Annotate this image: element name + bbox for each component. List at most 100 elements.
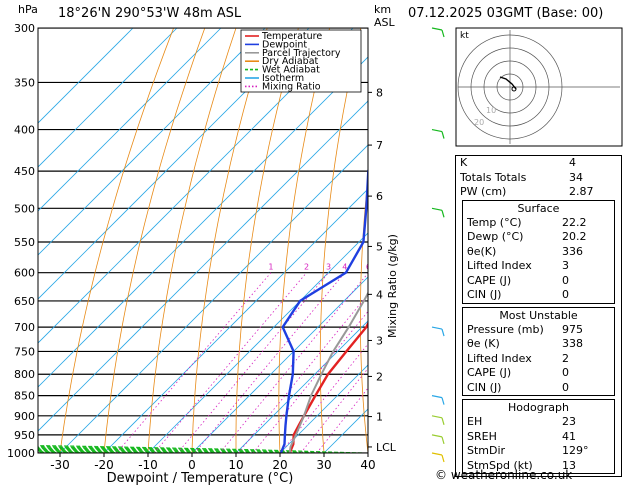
wet-adiabat-line [38,448,263,453]
mixing-ratio-line [237,293,368,453]
isotherm-line [38,28,310,300]
most-unstable-row: CAPE (J) 0 [463,366,614,381]
dry-adiabat-line [191,28,268,453]
x-tick-label: 10 [228,458,243,472]
most-unstable-label: CAPE (J) [467,366,512,379]
surface-label: Lifted Index [467,259,532,272]
wet-adiabat-line [38,448,245,453]
surface-row: Lifted Index 3 [463,259,614,274]
wind-barbs [431,27,445,463]
dry-adiabat-line [147,28,237,453]
most-unstable-value: 0 [562,366,569,379]
hodograph-section: Hodograph EH 23 SREH 41 StmDir 129° StmSpd (kt… [462,399,615,474]
index-row: Totals Totals 34 [456,171,621,186]
hodograph-row: EH 23 [463,415,614,430]
surface-label: Temp (°C) [467,215,522,229]
wind-barb [441,454,445,463]
hodograph-row: StmDir 129° [463,444,614,459]
wet-adiabat-line [38,445,351,453]
dry-adiabat-line [59,28,174,453]
dry-adiabat-line [278,28,330,453]
surface-row: θe(K) 336 [463,245,614,260]
mixing-ratio-line [153,272,307,453]
wind-barb [431,415,443,419]
pressure-tick-label: 400 [14,124,35,137]
index-value: 2.87 [569,185,594,198]
km-tick-label: 4 [376,288,383,301]
most-unstable-row: θe (K) 338 [463,337,614,352]
pressure-tick-label: 500 [14,202,35,215]
wind-barb [441,210,445,218]
surface-label: CIN (J) [467,288,502,301]
most-unstable-value: 2 [562,351,569,365]
wind-barb [431,207,443,211]
hodograph-kt-label: kt [460,31,469,41]
isotherm-line [38,100,368,432]
surface-row: CIN (J) 0 [463,288,614,303]
hodograph-row: SREH 41 [463,430,614,445]
surface-row: Dewp (°C) 20.2 [463,230,614,245]
isotherm-line [38,28,266,256]
index-label: Totals Totals [460,170,527,184]
location-header: 18°26'N 290°53'W 48m ASL [58,6,242,21]
x-tick-label: 40 [360,458,375,472]
wind-barb [441,29,445,38]
dry-adiabat-line [235,28,299,453]
km-label: km [374,3,392,16]
wind-barb [441,397,445,405]
km-tick-label: LCL [376,441,397,454]
legend-box [240,29,362,93]
wind-barb [431,326,443,330]
mixing-ratio-label: 15 [421,263,431,272]
mixing-ratio-line [219,272,368,453]
legend-entry: Wet Adiabat [262,65,320,76]
hodograph-label: SREH [467,429,497,443]
legend-entry: Dewpoint [262,39,307,50]
legend-entry: Isotherm [262,73,304,84]
dry-adiabat-line [437,28,456,453]
km-tick-label: 6 [376,190,383,203]
wet-adiabat-line [38,446,333,453]
isotherm-line [38,56,368,388]
series-temperature [288,320,368,453]
wind-barb [441,131,445,139]
wind-barb [431,434,443,438]
x-tick-label: 20 [272,458,287,472]
isotherm-line [38,28,222,212]
series-dewpoint [279,167,368,453]
km-tick-label: 7 [376,139,383,152]
x-tick-label: 30 [316,458,331,472]
mixing-ratio-line [252,310,368,453]
most-unstable-title: Most Unstable [499,308,578,322]
isotherm-line [59,144,368,453]
most-unstable-value: 0 [562,380,569,394]
copyright-footer: © weatheronline.co.uk [435,468,573,482]
mixing-ratio-label: 20 [440,263,450,272]
hodograph-title: Hodograph [508,401,569,414]
pressure-tick-label: 600 [14,267,35,280]
pressure-tick-label: 300 [14,22,35,35]
legend-entry: Dry Adiabat [262,56,319,67]
isotherm-line [103,188,368,453]
index-value: 4 [569,156,576,169]
index-value: 34 [569,170,583,184]
isotherm-line [38,28,178,168]
surface-row: Temp (°C) 22.2 [463,216,614,231]
pressure-tick-label: 450 [14,165,35,178]
pressure-tick-label: 550 [14,236,35,249]
pressure-tick-label: 950 [14,429,35,442]
surface-label: Dewp (°C) [467,230,524,243]
hodograph-ring-label: 20 [474,118,484,127]
surface-value: 22.2 [562,215,587,229]
km-tick-label: 2 [376,370,383,383]
mixing-ratio-label: 4 [342,263,347,272]
surface-value: 3 [562,259,569,272]
legend-entry: Parcel Trajectory [262,48,341,59]
pressure-tick-label: 700 [14,321,35,334]
pressure-tick-label: 850 [14,390,35,403]
most-unstable-label: CIN (J) [467,380,502,394]
most-unstable-row: Lifted Index 2 [463,352,614,367]
x-tick-label: -30 [50,458,70,472]
